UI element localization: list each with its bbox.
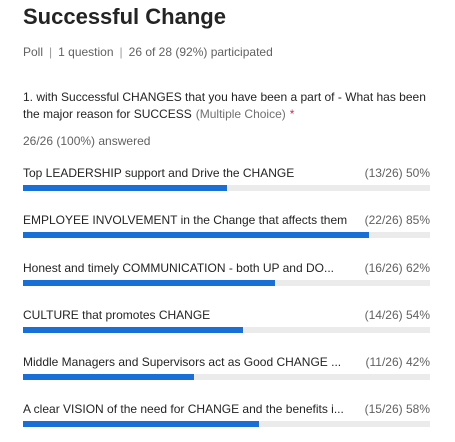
option-bar-track <box>23 280 430 286</box>
option-bar-track <box>23 327 430 333</box>
option-bar-fill <box>23 374 194 380</box>
option-result: (14/26) 54% <box>364 308 430 322</box>
question-block: 1. with Successful CHANGES that you have… <box>23 89 433 123</box>
required-marker: * <box>289 107 295 121</box>
option-row: CULTURE that promotes CHANGE (14/26) 54% <box>23 308 430 338</box>
option-bar-fill <box>23 421 260 427</box>
poll-type-label: Poll <box>23 45 44 59</box>
option-bar-fill <box>23 280 276 286</box>
option-result: (13/26) 50% <box>364 166 430 180</box>
option-row: EMPLOYEE INVOLVEMENT in the Change that … <box>23 213 430 243</box>
question-type: (Multiple Choice) <box>195 107 286 121</box>
option-bar-fill <box>23 327 243 333</box>
option-result: (11/26) 42% <box>365 355 430 369</box>
option-bar-track <box>23 232 430 238</box>
option-label: EMPLOYEE INVOLVEMENT in the Change that … <box>23 213 348 227</box>
question-text: 1. with Successful CHANGES that you have… <box>23 90 426 121</box>
poll-meta: Poll | 1 question | 26 of 28 (92%) participa… <box>23 45 273 59</box>
option-row: A clear VISION of the need for CHANGE an… <box>23 402 430 432</box>
option-row: Top LEADERSHIP support and Drive the CHA… <box>23 166 430 196</box>
poll-title: Successful Change <box>23 4 226 29</box>
question-count: 1 question <box>58 45 114 59</box>
option-bar-track <box>23 185 430 191</box>
option-result: (15/26) 58% <box>364 402 430 416</box>
option-bar-track <box>23 421 430 427</box>
option-bar-fill <box>23 185 227 191</box>
option-label: Middle Managers and Supervisors act as G… <box>23 355 342 369</box>
option-label: Top LEADERSHIP support and Drive the CHA… <box>23 166 295 180</box>
option-label: A clear VISION of the need for CHANGE an… <box>23 402 344 416</box>
option-label: CULTURE that promotes CHANGE <box>23 308 211 322</box>
meta-divider: | <box>49 45 53 59</box>
option-result: (16/26) 62% <box>364 261 430 275</box>
option-row: Honest and timely COMMUNICATION - both U… <box>23 261 430 291</box>
option-bar-fill <box>23 232 369 238</box>
option-result: (22/26) 85% <box>364 213 430 227</box>
option-row: Middle Managers and Supervisors act as G… <box>23 355 430 385</box>
option-bar-track <box>23 374 430 380</box>
answered-count: 26/26 (100%) answered <box>23 134 151 148</box>
option-label: Honest and timely COMMUNICATION - both U… <box>23 261 334 275</box>
participation-count: 26 of 28 (92%) participated <box>128 45 273 59</box>
meta-divider: | <box>119 45 123 59</box>
